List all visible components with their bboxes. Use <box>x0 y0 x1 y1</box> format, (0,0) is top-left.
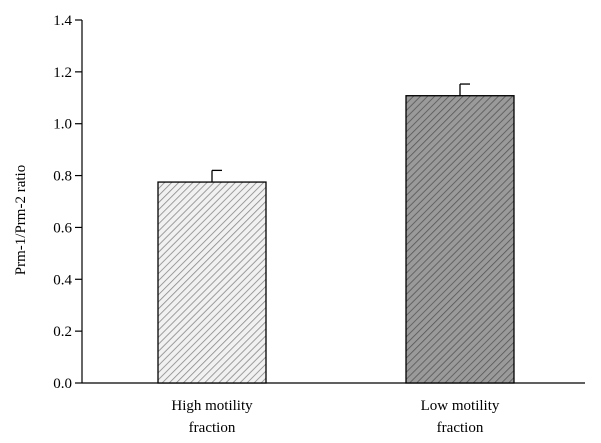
y-tick-label: 1.2 <box>53 65 72 81</box>
y-tick-label: 0.6 <box>53 220 72 236</box>
y-tick-label: 0.4 <box>53 272 72 288</box>
y-tick-label: 1.0 <box>53 117 72 133</box>
bar <box>405 95 515 384</box>
plot-area: 0.0 0.2 0.4 0.6 0.8 1.0 1.2 1.4 High motility fra… <box>53 13 585 436</box>
category-label: High motility <box>171 398 253 414</box>
y-tick-label: 0.2 <box>53 324 72 340</box>
y-tick-label: 0.8 <box>53 169 72 185</box>
category-label: fraction <box>189 420 236 436</box>
category-label: fraction <box>437 420 484 436</box>
y-axis-title: Prm-1/Prm-2 ratio <box>13 165 29 275</box>
bar <box>157 181 267 384</box>
y-tick-label: 1.4 <box>53 13 72 29</box>
category-label: Low motility <box>421 398 500 414</box>
y-tick-label: 0.0 <box>53 376 72 392</box>
